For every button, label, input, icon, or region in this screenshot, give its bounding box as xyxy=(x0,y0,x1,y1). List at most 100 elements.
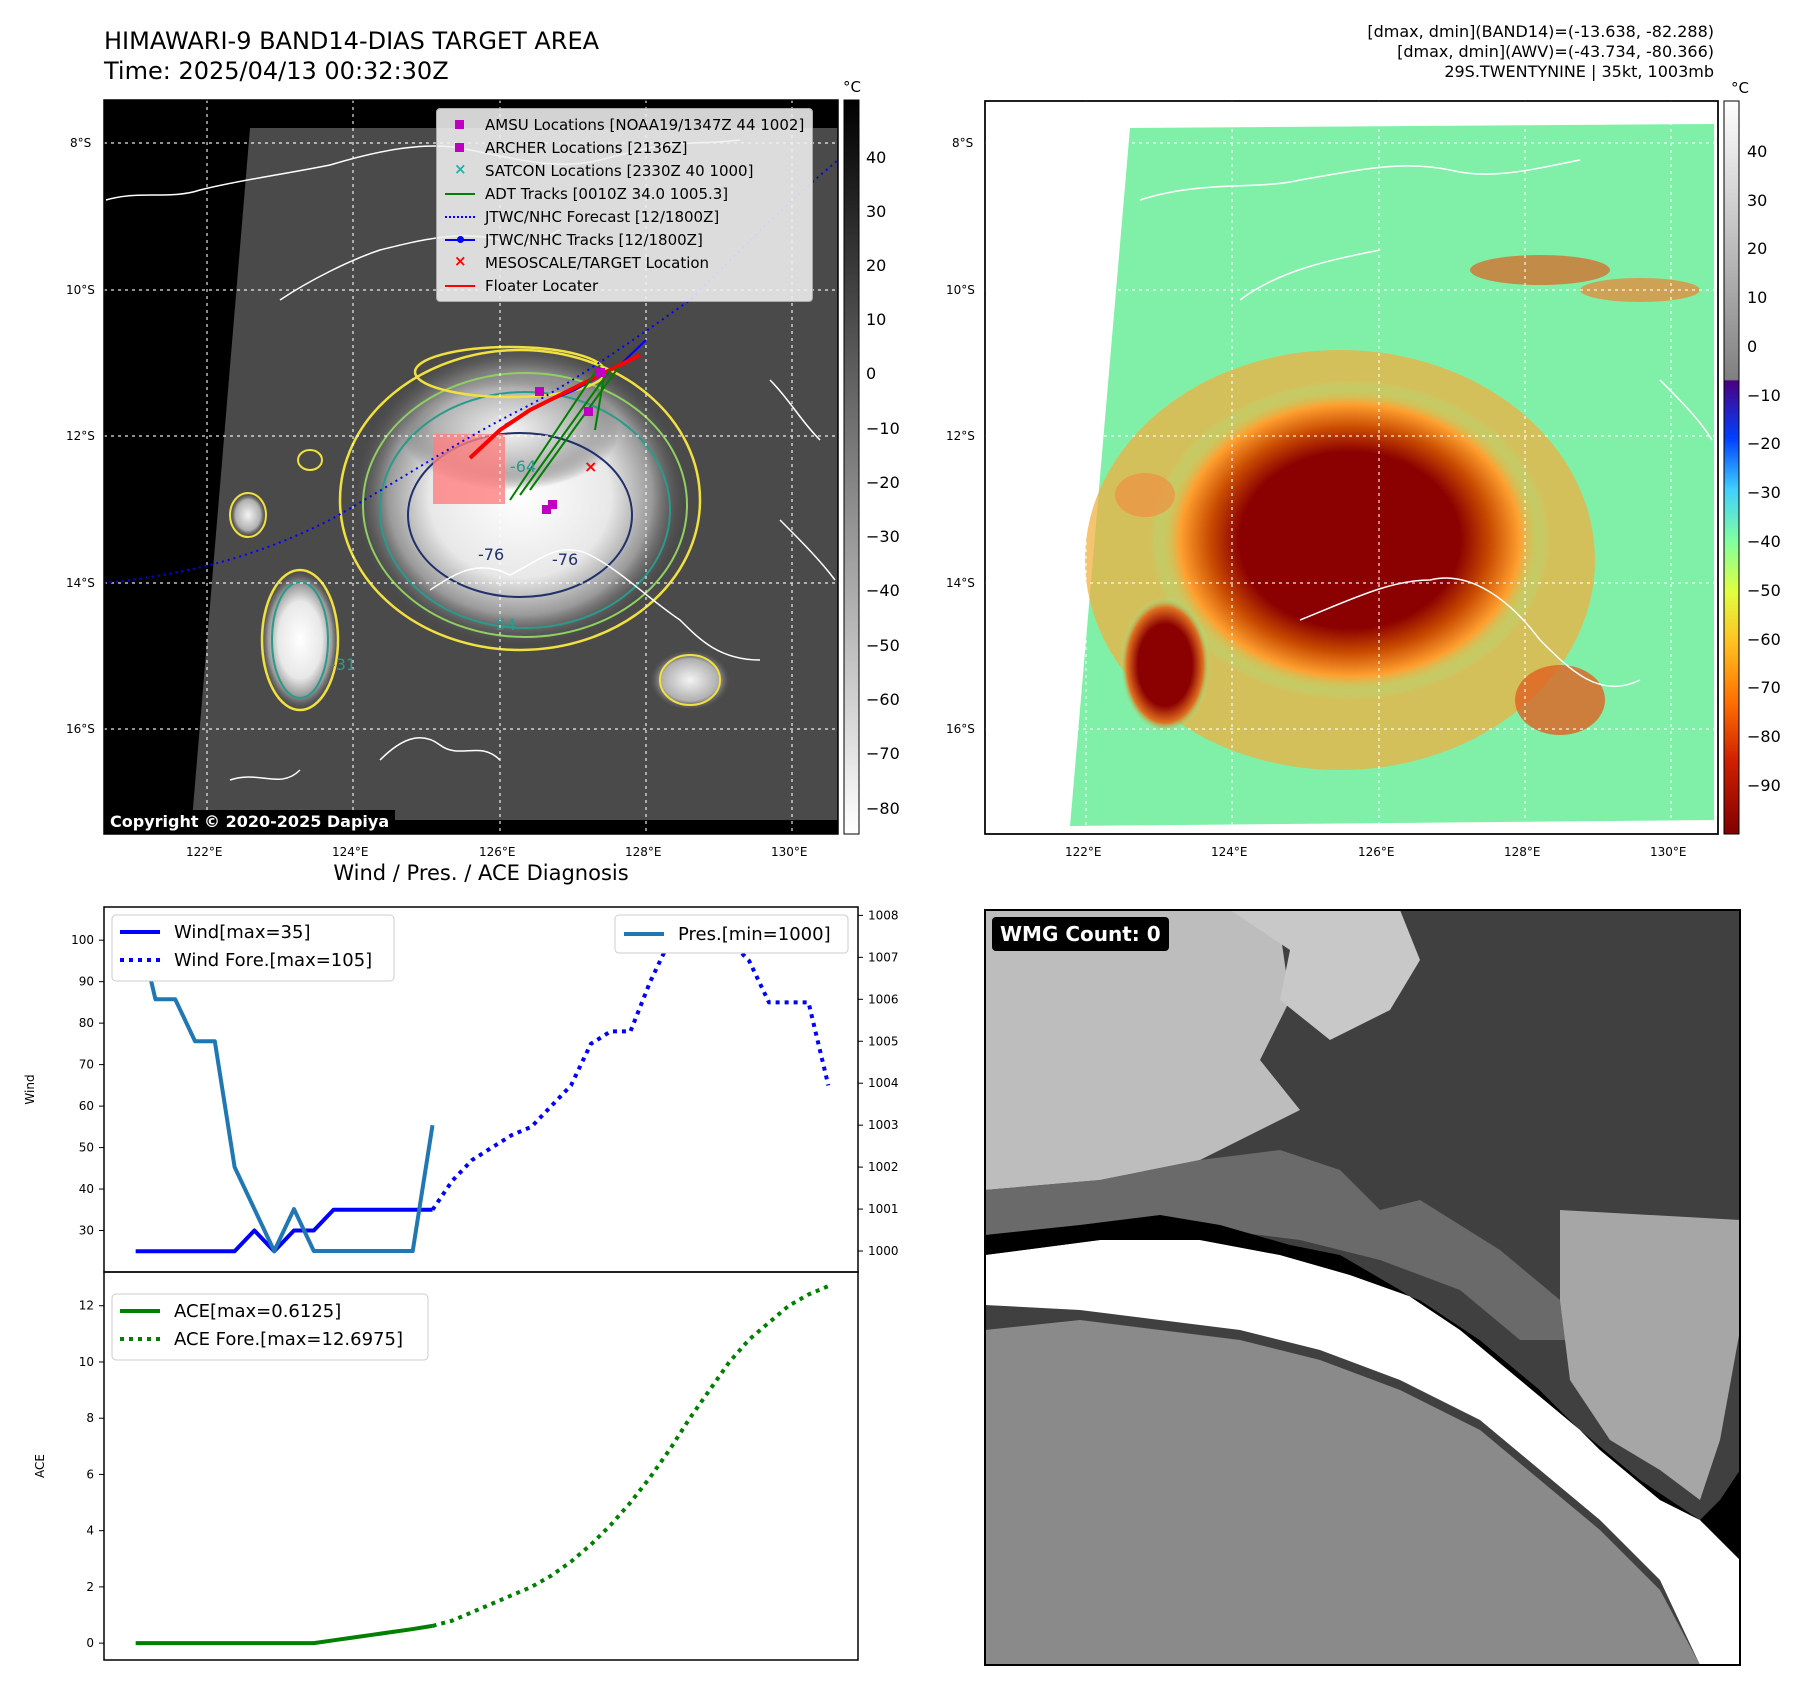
contour-label: -76 xyxy=(552,550,578,569)
cbar-tick: 40 xyxy=(1747,142,1767,161)
cbar-tick: 10 xyxy=(1747,288,1767,307)
y-right-tick-label: 1003 xyxy=(868,1118,899,1132)
adt-tracks xyxy=(509,364,619,501)
lat-label: 16°S xyxy=(946,722,975,736)
cbar-tick: −20 xyxy=(866,473,900,492)
lat-label: 14°S xyxy=(66,576,95,590)
lon-label: 128°E xyxy=(625,845,662,859)
contour-dark-blue xyxy=(407,432,633,598)
series-line-1 xyxy=(430,929,831,1211)
contour-label: -31 xyxy=(330,655,356,674)
lat-label: 12°S xyxy=(66,429,95,443)
y-right-tick-label: 1000 xyxy=(868,1244,899,1258)
legend-item-floater: Floater Locater xyxy=(445,274,804,297)
series-line-2 xyxy=(133,914,435,1254)
copyright-label: Copyright © 2020-2025 Dapiya xyxy=(104,810,396,833)
cbar-tick: 0 xyxy=(1747,337,1757,356)
wmg-panel xyxy=(984,909,1741,1666)
cbar-tick: −50 xyxy=(866,636,900,655)
legend-item-amsu: AMSU Locations [NOAA19/1347Z 44 1002] xyxy=(445,113,804,136)
y-right-tick-label: 1008 xyxy=(868,908,899,922)
awv-axis-labels: 8°S 10°S 12°S 14°S 16°S 122°E 124°E 126°… xyxy=(946,136,1687,859)
legend-label: ACE Fore.[max=12.6975] xyxy=(174,1329,403,1350)
y-tick-label: 60 xyxy=(79,1099,94,1113)
cbar-tick: 10 xyxy=(866,310,886,329)
line-dot-icon xyxy=(445,234,475,246)
info-line-1: [dmax, dmin](BAND14)=(-13.638, -82.288) xyxy=(1367,22,1714,41)
legend-item-archer: ARCHER Locations [2136Z] xyxy=(445,136,804,159)
awv-gridlines xyxy=(985,101,1718,834)
y-tick-label: 40 xyxy=(79,1182,94,1196)
square-marker-icon xyxy=(445,142,475,154)
legend-label: Wind[max=35] xyxy=(174,922,311,943)
colorbar-jet: °C 40 30 20 10 0 −10 −20 −30 −40 −50 −60… xyxy=(1723,79,1781,835)
lat-label: 14°S xyxy=(946,576,975,590)
dotted-line-icon xyxy=(445,211,475,223)
series-line-10 xyxy=(135,1623,433,1646)
y-tick-label: 30 xyxy=(79,1224,94,1238)
y-axis-label: Wind xyxy=(23,1074,37,1104)
lat-label: 8°S xyxy=(952,136,973,150)
legend-item-adt: ADT Tracks [0010Z 34.0 1005.3] xyxy=(445,182,804,205)
cbar-tick: −40 xyxy=(1747,532,1781,551)
chart-title: Wind / Pres. / ACE Diagnosis xyxy=(333,861,628,885)
lon-label: 126°E xyxy=(1358,845,1395,859)
cbar-tick: 30 xyxy=(1747,191,1767,210)
square-marker-icon xyxy=(445,119,475,131)
target-marker: × xyxy=(584,457,597,476)
map-legend: AMSU Locations [NOAA19/1347Z 44 1002] AR… xyxy=(436,108,814,302)
lat-label: 10°S xyxy=(66,283,95,297)
y-tick-label: 70 xyxy=(79,1058,94,1072)
y-tick-label: 2 xyxy=(86,1580,94,1594)
y-right-tick-label: 1005 xyxy=(868,1034,899,1048)
floater-box xyxy=(433,434,505,504)
lon-label: 122°E xyxy=(186,845,223,859)
cbar-tick: −20 xyxy=(1747,434,1781,453)
y-axis-label: ACE xyxy=(33,1454,47,1478)
cbar-tick: −90 xyxy=(1747,776,1781,795)
colorbar-gray: °C 40 30 20 10 0 −10 −20 −30 −40 −50 −60… xyxy=(843,78,900,835)
floater-track xyxy=(468,353,641,460)
legend-label: ACE[max=0.6125] xyxy=(174,1301,341,1322)
lon-label: 124°E xyxy=(332,845,369,859)
lon-label: 130°E xyxy=(771,845,808,859)
y-tick-label: 50 xyxy=(79,1141,94,1155)
lon-label: 128°E xyxy=(1504,845,1541,859)
figure-title: HIMAWARI-9 BAND14-DIAS TARGET AREA Time:… xyxy=(104,26,599,86)
y-right-tick-label: 1001 xyxy=(868,1202,899,1216)
cbar-tick: 40 xyxy=(866,148,886,167)
cbar-tick: −80 xyxy=(1747,727,1781,746)
y-tick-label: 80 xyxy=(79,1016,94,1030)
cbar-tick: −60 xyxy=(866,690,900,709)
cbar-tick: −70 xyxy=(866,744,900,763)
legend-item-jtwc: JTWC/NHC Tracks [12/1800Z] xyxy=(445,228,804,251)
y-tick-label: 10 xyxy=(79,1355,94,1369)
lat-label: 16°S xyxy=(66,722,95,736)
x-marker-icon: × xyxy=(454,159,467,178)
cbar-tick: 20 xyxy=(866,256,886,275)
y-right-tick-label: 1007 xyxy=(868,950,899,964)
y-right-tick-label: 1006 xyxy=(868,992,899,1006)
map-axis-labels: 8°S 10°S 12°S 14°S 16°S 122°E 124°E 126°… xyxy=(66,136,808,859)
series-line-0 xyxy=(135,1207,433,1254)
y-right-tick-label: 1004 xyxy=(868,1076,899,1090)
awv-cold-core xyxy=(1150,380,1550,700)
y-tick-label: 4 xyxy=(86,1524,94,1538)
cbar-tick: −10 xyxy=(866,419,900,438)
contour-label: -64 xyxy=(510,457,536,476)
cbar-tick: 30 xyxy=(866,202,886,221)
lon-label: 126°E xyxy=(479,845,516,859)
contour-label: -54 xyxy=(490,615,516,634)
x-marker-icon: × xyxy=(454,251,467,270)
info-line-3: 29S.TWENTYNINE | 35kt, 1003mb xyxy=(1444,62,1714,81)
legend-box-ace xyxy=(111,1293,429,1361)
storm-info: [dmax, dmin](BAND14)=(-13.638, -82.288) … xyxy=(1367,22,1714,82)
contour-label: -76 xyxy=(478,545,504,564)
lat-label: 12°S xyxy=(946,429,975,443)
lat-label: 8°S xyxy=(70,136,91,150)
cbar-tick: −80 xyxy=(866,799,900,818)
y-tick-label: 90 xyxy=(79,975,94,989)
colorbar-unit: °C xyxy=(843,78,861,96)
legend-item-forecast: JTWC/NHC Forecast [12/1800Z] xyxy=(445,205,804,228)
